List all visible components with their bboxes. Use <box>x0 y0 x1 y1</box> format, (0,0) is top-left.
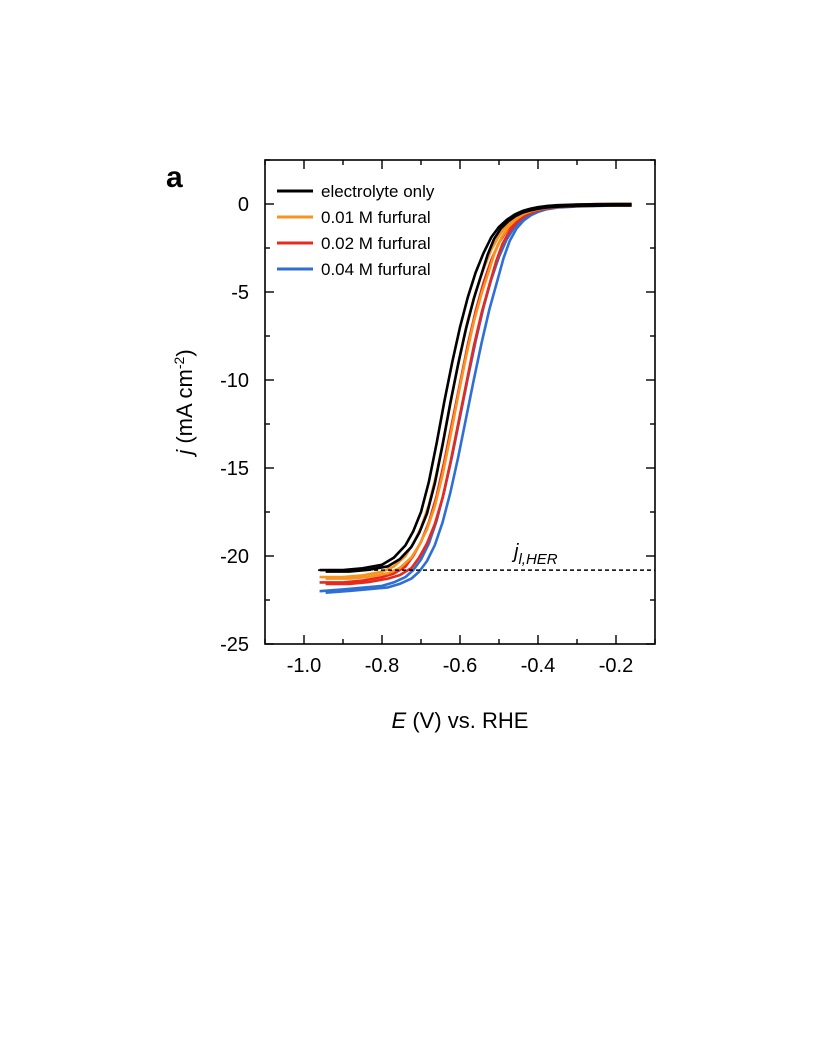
series-line-electrolyte-only <box>319 202 632 572</box>
x-axis-label: E (V) vs. RHE <box>392 708 529 733</box>
x-tick-label: -1.0 <box>287 655 321 677</box>
y-tick-label: -20 <box>220 546 249 568</box>
legend-label: 0.01 M furfural <box>321 208 431 227</box>
y-tick-label: -15 <box>220 458 249 480</box>
series-line-electrolyte-only-return <box>325 204 632 573</box>
panel-label: a <box>166 161 183 194</box>
legend-label: 0.02 M furfural <box>321 234 431 253</box>
y-axis-label-italic: j <box>172 449 197 458</box>
x-tick-label: -0.2 <box>599 655 633 677</box>
plot-area <box>318 202 655 594</box>
y-axis-label-sup: -2 <box>171 356 187 369</box>
plot-frame <box>264 159 656 645</box>
y-axis-label: j (mA cm-2) <box>171 349 197 457</box>
legend-label: electrolyte only <box>321 182 435 201</box>
legend-label: 0.04 M furfural <box>321 260 431 279</box>
y-axis-label-post: ) <box>172 349 197 356</box>
y-axis-label-group: j (mA cm-2) <box>171 349 197 457</box>
hline-annotation-main: j <box>511 541 519 563</box>
y-axis-label-pre: (mA cm <box>172 369 197 450</box>
x-axis-label-italic: E <box>392 708 407 733</box>
x-axis-label-rest: (V) vs. RHE <box>406 708 528 733</box>
x-tick-label: -0.4 <box>521 655 555 677</box>
hline-annotation-sub: l,HER <box>518 551 557 568</box>
legend: electrolyte only 0.01 M furfural 0.02 M fu… <box>277 182 435 279</box>
x-tick-label: -0.8 <box>365 655 399 677</box>
y-tick-label: -10 <box>220 370 249 392</box>
y-tick-label: 0 <box>238 194 249 216</box>
x-tick-label: -0.6 <box>443 655 477 677</box>
hline-annotation: jl,HER <box>511 541 558 568</box>
y-tick-label: -25 <box>220 634 249 656</box>
y-axis: 0 -5 -10 -15 -20 -25 <box>220 159 655 656</box>
x-axis: -1.0 -0.8 -0.6 -0.4 -0.2 <box>264 160 656 677</box>
y-tick-label: -5 <box>231 282 249 304</box>
